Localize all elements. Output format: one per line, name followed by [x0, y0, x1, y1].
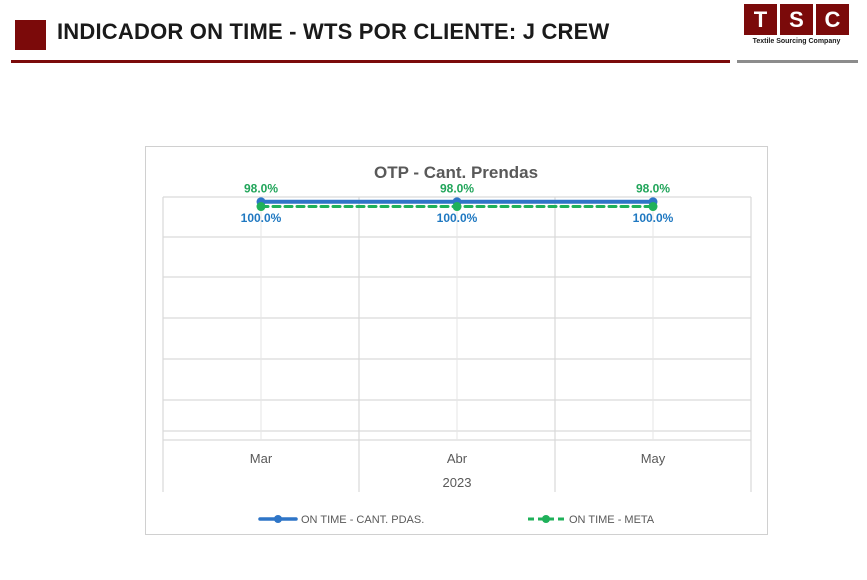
x-tick-label: May: [641, 451, 666, 466]
legend-label-actual: ON TIME - CANT. PDAS.: [301, 514, 424, 526]
legend-marker-actual: [274, 515, 282, 523]
title-accent-square: [15, 20, 46, 50]
series-meta-point: [648, 202, 658, 212]
series-meta-point: [256, 202, 266, 212]
series-layer: [256, 197, 658, 212]
logo-letter-c: C: [816, 4, 849, 35]
data-labels-layer: 98.0% 98.0% 98.0% 100.0% 100.0% 100.0%: [241, 182, 674, 225]
x-group-label: 2023: [443, 475, 472, 490]
data-label-meta: 98.0%: [244, 182, 278, 196]
chart-title: OTP - Cant. Prendas: [374, 163, 538, 182]
header-rule-gray: [737, 60, 858, 63]
page-title: INDICADOR ON TIME - WTS POR CLIENTE: J C…: [57, 19, 610, 44]
header-rule-red: [11, 60, 730, 63]
chart-legend: ON TIME - CANT. PDAS. ON TIME - META: [258, 514, 655, 526]
data-label-actual: 100.0%: [437, 211, 478, 225]
data-label-actual: 100.0%: [633, 211, 674, 225]
legend-label-meta: ON TIME - META: [569, 514, 655, 526]
data-label-meta: 98.0%: [636, 182, 670, 196]
x-tick-label: Mar: [250, 451, 273, 466]
logo-tagline: Textile Sourcing Company: [752, 38, 841, 45]
logo-letter-s: S: [780, 4, 813, 35]
x-tick-label: Abr: [447, 451, 468, 466]
chart-frame: OTP - Cant. Prendas Mar Abr May 2023 98.0% 9…: [145, 146, 768, 535]
series-meta-point: [452, 202, 462, 212]
logo-letter-t: T: [744, 4, 777, 35]
tsc-logo: T S C Textile Sourcing Company: [744, 4, 849, 48]
data-label-meta: 98.0%: [440, 182, 474, 196]
chart-grid: [162, 196, 752, 492]
logo-letters: T S C: [744, 4, 849, 35]
data-label-actual: 100.0%: [241, 211, 282, 225]
chart-axis: Mar Abr May 2023: [250, 451, 666, 490]
legend-marker-meta: [542, 515, 550, 523]
